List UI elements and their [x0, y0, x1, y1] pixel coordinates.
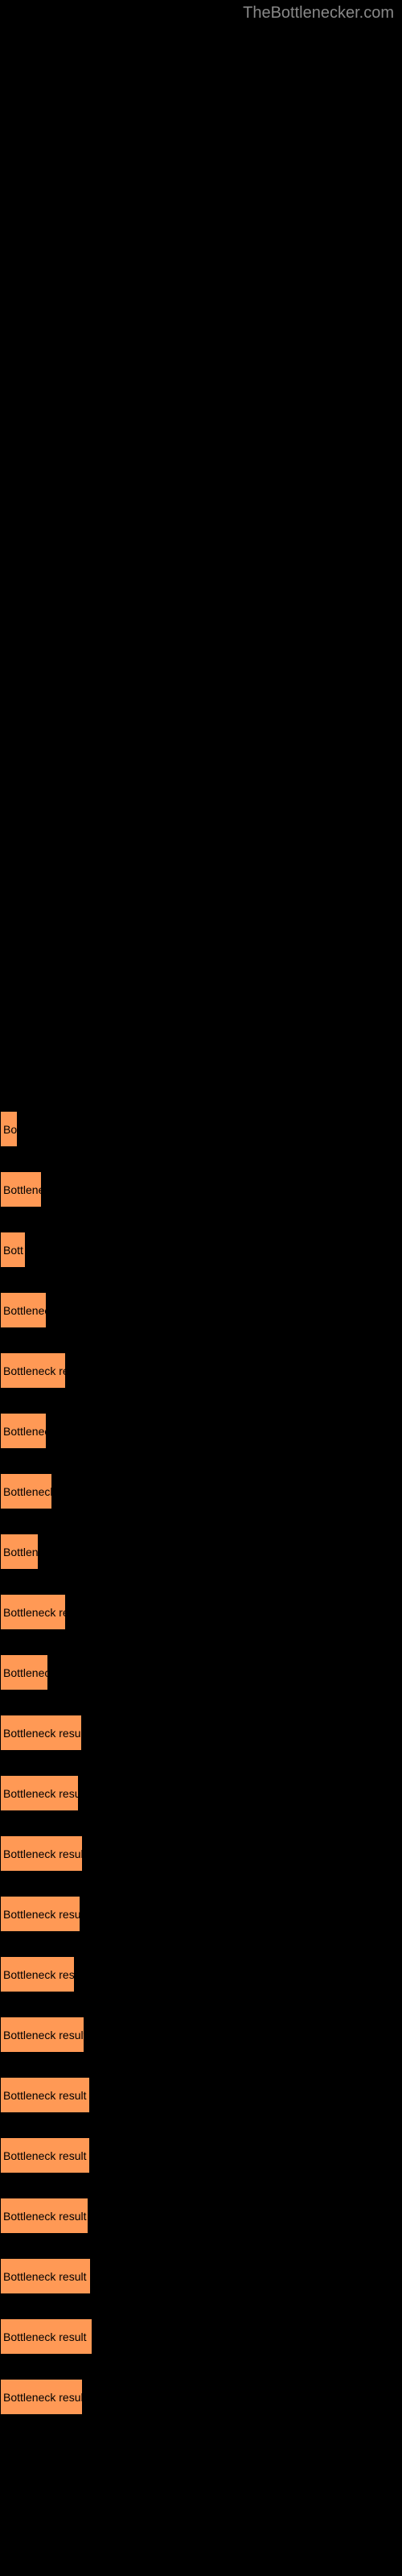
bar-label: Bottleneck result [3, 2330, 87, 2343]
bar-label: Bottleneck result [3, 2391, 87, 2404]
bar-row: Bottleneck result [0, 2258, 402, 2294]
bar-label: Bottleneck re [3, 1364, 69, 1377]
bar-row: Bottleneck result [0, 2077, 402, 2113]
bar-row: Bottleneck [0, 1473, 402, 1509]
bar-row: Bottlenec [0, 1654, 402, 1690]
bar-row: Bottleneck result [0, 1775, 402, 1811]
bar-row: Bottleneck result [0, 1715, 402, 1751]
bar-row: Bottleneck result [0, 2017, 402, 2053]
bar-label: Bottleneck result [3, 1727, 87, 1740]
bar-label: Bottleneck result [3, 2270, 87, 2283]
bar-row: Bottlenec [0, 1292, 402, 1328]
bar-label: Bottleneck result [3, 2210, 87, 2223]
bar-row: Bo [0, 1111, 402, 1147]
bar-row: Bottleneck result [0, 1896, 402, 1932]
bar-label: Bo [3, 1123, 17, 1136]
bar-label: Bottlene [3, 1183, 44, 1196]
bar-row: Bottlenec [0, 1413, 402, 1449]
bar-row: Bottlen [0, 1534, 402, 1570]
bar-label: Bottleneck resu [3, 1968, 81, 1981]
bar-row: Bottleneck result [0, 2318, 402, 2355]
bar-row: Bottleneck re [0, 1594, 402, 1630]
bar-row: Bottlene [0, 1171, 402, 1208]
bar-label: Bottlenec [3, 1425, 50, 1438]
bar-row: Bottleneck result [0, 1835, 402, 1872]
watermark-text: TheBottlenecker.com [243, 4, 394, 23]
bar-label: Bottleneck [3, 1485, 55, 1498]
bar-label: Bottleneck re [3, 1606, 69, 1619]
bar-row: Bottleneck result [0, 2198, 402, 2234]
bar-label: Bottleneck result [3, 1908, 87, 1921]
bar-chart: Bo Bottlene Bott Bottlenec Bottleneck re Bott… [0, 1111, 402, 2439]
bar-label: Bottleneck result [3, 1847, 87, 1860]
bar-label: Bottleneck result [3, 1787, 87, 1800]
bar-row: Bottleneck result [0, 2137, 402, 2174]
bar-label: Bottleneck result [3, 2029, 87, 2041]
bar-label: Bottlen [3, 1546, 39, 1558]
bar-label: Bott [3, 1244, 23, 1257]
bar-label: Bottleneck result [3, 2089, 87, 2102]
bar-row: Bottleneck re [0, 1352, 402, 1389]
bar-row: Bottleneck resu [0, 1956, 402, 1992]
bar-row: Bott [0, 1232, 402, 1268]
bar-label: Bottlenec [3, 1304, 50, 1317]
bar-label: Bottleneck result [3, 2149, 87, 2162]
bar-label: Bottlenec [3, 1666, 50, 1679]
bar-row: Bottleneck result [0, 2379, 402, 2415]
